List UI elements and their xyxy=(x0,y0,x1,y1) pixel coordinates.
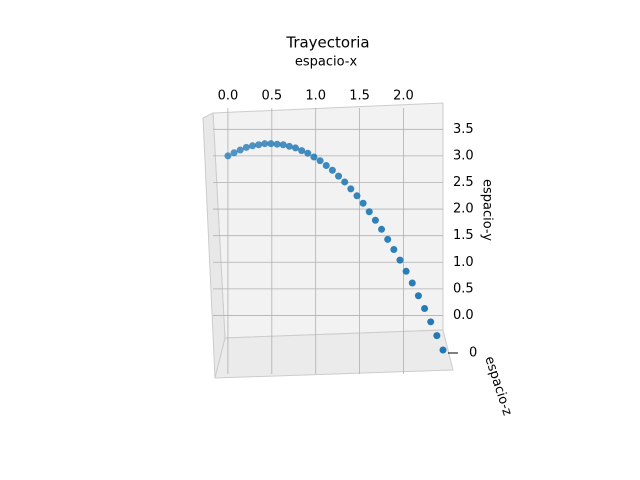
point xyxy=(341,178,349,186)
point xyxy=(353,192,361,200)
point xyxy=(298,147,306,155)
point xyxy=(322,161,330,169)
point xyxy=(236,146,244,154)
point xyxy=(335,172,343,180)
y-tick-label: 2.5 xyxy=(453,175,474,190)
point xyxy=(359,199,367,207)
point xyxy=(261,140,269,148)
x-tick-label: 2.0 xyxy=(393,89,414,104)
point xyxy=(427,318,435,326)
y-tick-label: 0.0 xyxy=(453,308,474,323)
point xyxy=(414,292,422,300)
point xyxy=(267,140,275,148)
point xyxy=(255,141,263,149)
z-axis-label: espacio-z xyxy=(481,354,514,417)
point xyxy=(402,267,410,275)
point xyxy=(304,149,312,157)
point xyxy=(390,245,398,253)
point xyxy=(365,208,373,216)
y-tick-label: 2.0 xyxy=(453,202,474,217)
y-tick-label: 0.5 xyxy=(453,281,474,296)
point xyxy=(292,144,300,152)
y-tick-label: 3.5 xyxy=(453,122,474,137)
point xyxy=(249,142,257,150)
x-axis-label: espacio-x xyxy=(295,55,358,70)
point xyxy=(230,149,238,157)
point xyxy=(242,143,250,151)
y-axis-label: espacio-y xyxy=(480,179,495,241)
back-pane xyxy=(212,102,444,339)
point xyxy=(279,141,287,149)
point xyxy=(439,346,447,354)
point xyxy=(396,256,404,264)
point xyxy=(224,152,232,160)
point xyxy=(310,153,318,161)
y-tick-label: 1.5 xyxy=(453,228,474,243)
z-tick-label: 0 xyxy=(469,346,477,361)
x-tick-label: 0.0 xyxy=(218,89,239,104)
point xyxy=(328,166,336,174)
floor-pane xyxy=(214,329,454,379)
y-tick-label: 3.0 xyxy=(453,148,474,163)
chart-title: Trayectoria xyxy=(285,34,369,52)
x-tick-label: 1.5 xyxy=(349,89,370,104)
y-tick-label: 1.0 xyxy=(453,255,474,270)
point xyxy=(316,157,324,165)
point xyxy=(408,279,416,287)
point xyxy=(421,305,429,313)
x-tick-label: 1.0 xyxy=(305,89,326,104)
point xyxy=(433,332,441,340)
point xyxy=(273,140,281,148)
point xyxy=(371,216,379,224)
point xyxy=(378,225,386,233)
point xyxy=(347,185,355,193)
x-tick-label: 0.5 xyxy=(261,89,282,104)
point xyxy=(285,142,293,150)
point xyxy=(384,235,392,243)
